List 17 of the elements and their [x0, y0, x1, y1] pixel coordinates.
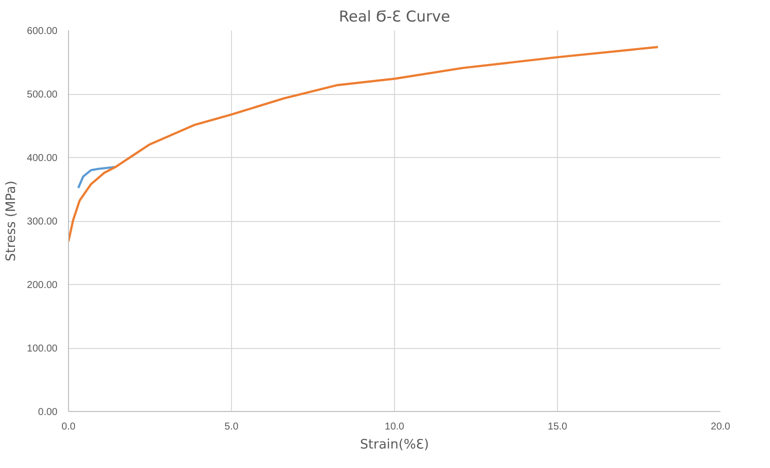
x-axis-title: Strain(%Ɛ): [360, 438, 430, 452]
x-tick-label: 20.0: [710, 422, 731, 432]
line-series: [68, 46, 660, 242]
chart-title: Real Ϭ-Ɛ Curve: [338, 8, 450, 26]
y-tick-label: 0.00: [38, 407, 58, 418]
y-tick-label: 500.00: [26, 90, 58, 100]
y-tick-label: 100.00: [26, 344, 58, 354]
y-axis-title: Stress (MPa): [4, 180, 19, 262]
y-tick-label: 300.00: [26, 216, 58, 228]
y-tick-label: 600.00: [26, 26, 58, 37]
y-tick-label: 400.00: [26, 153, 58, 164]
x-tick-label: 10.0: [384, 422, 405, 432]
x-tick-label: 5.0: [224, 422, 239, 432]
y-tick-label: 200.00: [26, 280, 58, 291]
x-tick-label: 0.0: [62, 422, 76, 432]
line-series: [77, 166, 117, 190]
x-tick-label: 15.0: [548, 422, 568, 432]
